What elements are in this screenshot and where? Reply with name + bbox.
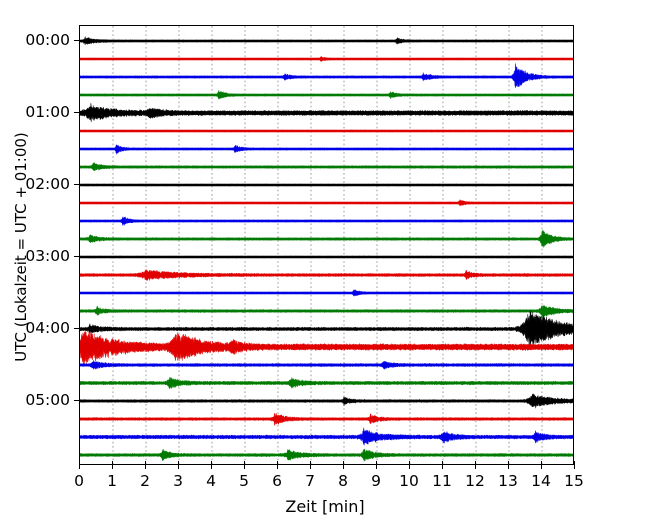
x-tick-mark-inner [442,461,443,465]
x-tick-label: 7 [305,472,315,490]
x-tick-label: 0 [74,472,84,490]
x-tick-mark-inner [574,461,575,465]
x-tick-mark [178,465,179,469]
x-tick-mark-inner [475,461,476,465]
x-tick-mark [310,465,311,469]
x-tick-mark [343,465,344,469]
y-tick-mark [74,184,79,185]
x-tick-mark-inner [79,461,80,465]
x-tick-mark-inner [508,461,509,465]
x-tick-label: 4 [206,472,216,490]
x-tick-label: 10 [399,472,419,490]
x-tick-label: 8 [338,472,348,490]
x-tick-mark-inner [244,461,245,465]
x-tick-mark [574,465,575,469]
y-tick-mark [74,400,79,401]
y-tick-label: 04:00 [25,319,70,337]
plot-area [79,25,574,465]
x-tick-mark-inner [178,461,179,465]
y-tick-mark [74,328,79,329]
x-tick-mark [475,465,476,469]
x-tick-label: 13 [498,472,518,490]
y-tick-mark [74,40,79,41]
x-tick-mark [112,465,113,469]
x-tick-label: 2 [140,472,150,490]
x-tick-mark [277,465,278,469]
y-axis-label: UTC (Lokalzeit = UTC + 01:00) [12,132,30,362]
x-tick-mark [145,465,146,469]
x-tick-mark [79,465,80,469]
x-tick-mark-inner [145,461,146,465]
x-tick-mark [376,465,377,469]
x-tick-mark-inner [211,461,212,465]
x-gridlines [112,26,543,464]
x-tick-label: 3 [173,472,183,490]
x-tick-label: 9 [371,472,381,490]
x-tick-label: 5 [239,472,249,490]
x-tick-label: 11 [432,472,452,490]
x-tick-mark-inner [541,461,542,465]
y-tick-mark [74,256,79,257]
x-tick-label: 15 [564,472,584,490]
x-axis-label: Zeit [min] [285,497,365,516]
x-tick-mark-inner [112,461,113,465]
x-tick-label: 6 [272,472,282,490]
x-tick-label: 12 [465,472,485,490]
x-tick-mark-inner [409,461,410,465]
x-tick-mark [409,465,410,469]
trace-0030 [80,63,573,88]
x-tick-mark-inner [310,461,311,465]
x-tick-mark-inner [343,461,344,465]
x-tick-mark [508,465,509,469]
x-tick-mark-inner [376,461,377,465]
y-tick-label: 05:00 [25,391,70,409]
x-tick-label: 14 [531,472,551,490]
y-tick-label: 01:00 [25,103,70,121]
x-tick-mark [442,465,443,469]
plot-clip [80,26,573,464]
y-tick-mark [74,112,79,113]
x-tick-mark-inner [277,461,278,465]
x-tick-mark [244,465,245,469]
y-tick-label: 02:00 [25,175,70,193]
x-tick-mark [541,465,542,469]
seismogram-traces [80,36,573,462]
y-tick-label: 03:00 [25,247,70,265]
x-tick-mark [211,465,212,469]
y-tick-label: 00:00 [25,31,70,49]
x-tick-label: 1 [107,472,117,490]
